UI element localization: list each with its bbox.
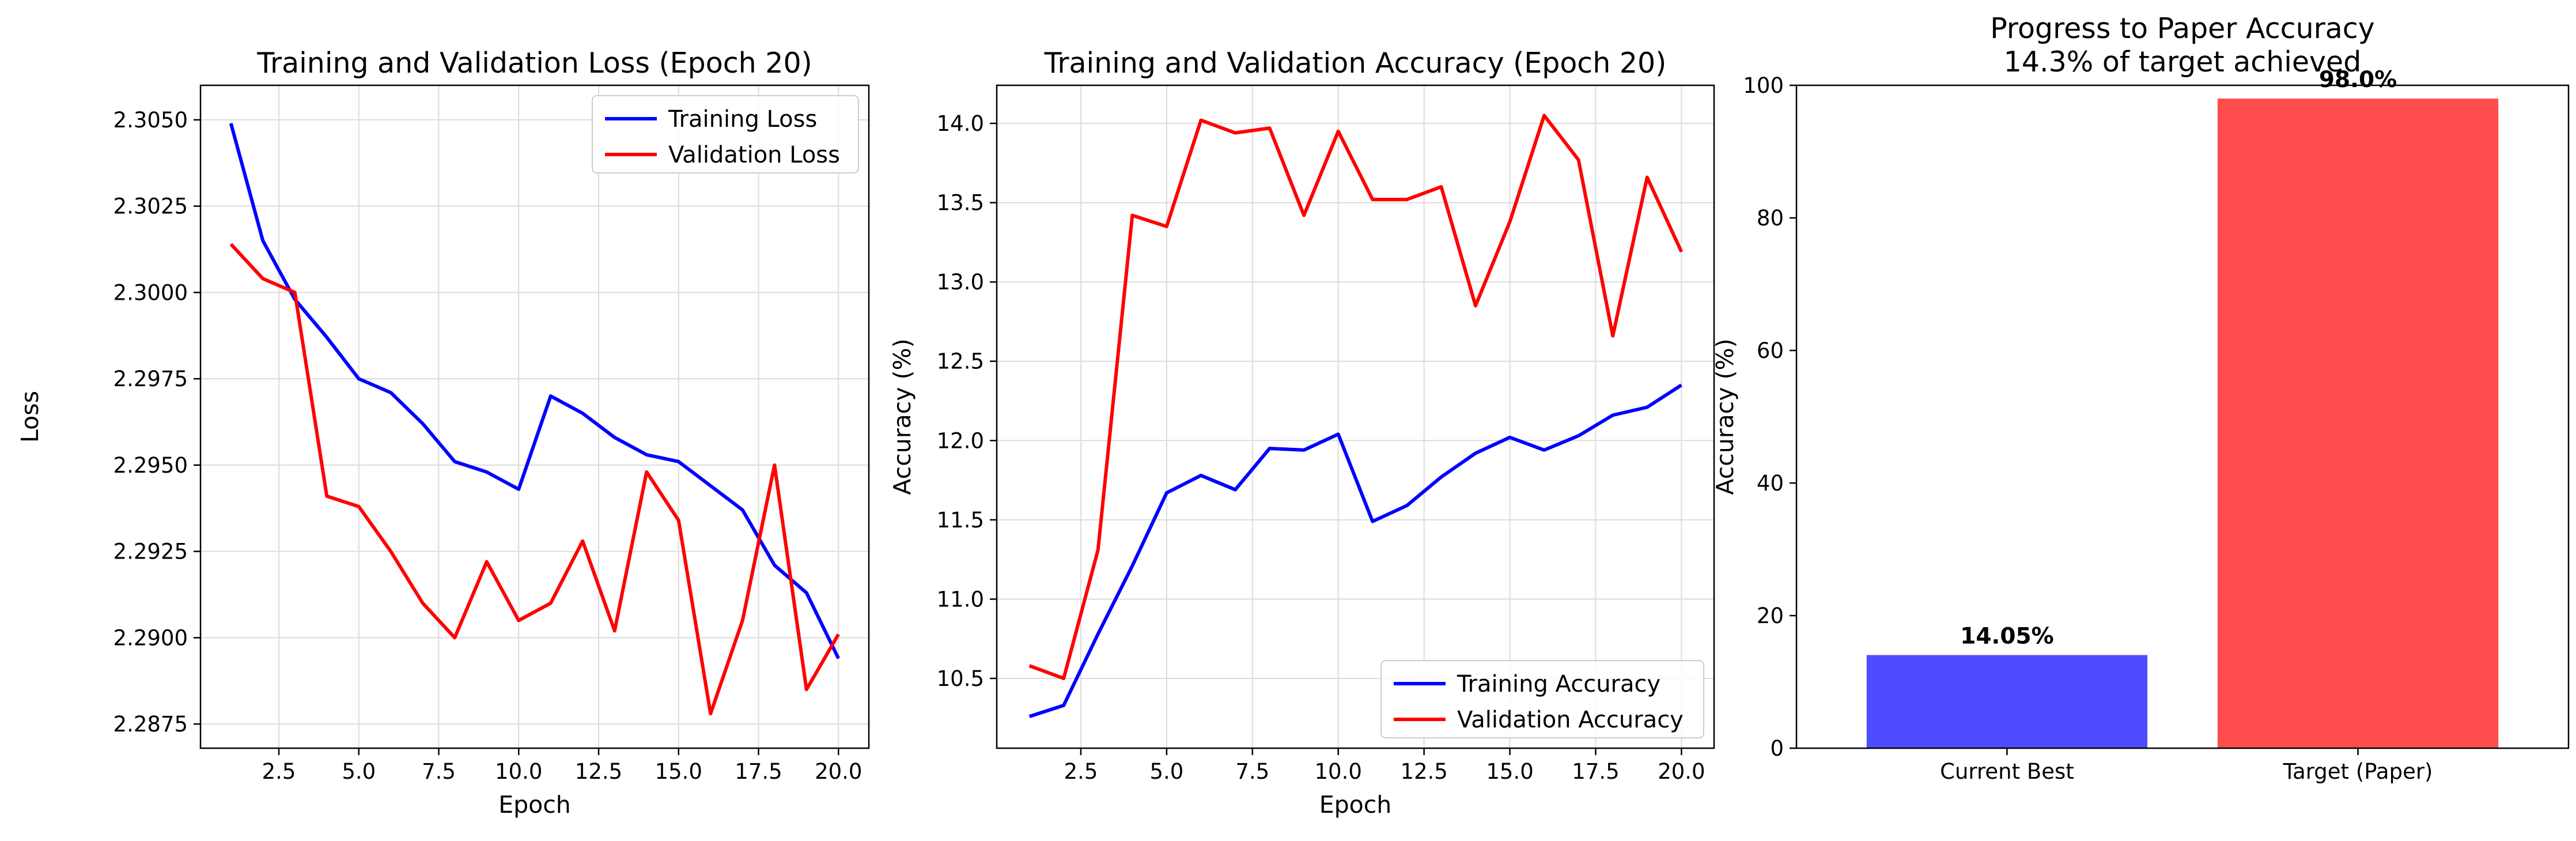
x-tick-label: 15.0 [1486, 759, 1533, 784]
y-tick-label: 2.2975 [114, 367, 188, 391]
y-tick-label: 0 [1770, 736, 1784, 761]
y-tick-label: 14.0 [937, 111, 984, 136]
x-category-label: Target (Paper) [2283, 759, 2433, 784]
y-tick-label: 2.2875 [114, 712, 188, 737]
legend-label: Validation Loss [668, 142, 840, 168]
y-tick-label: 2.3050 [114, 108, 188, 133]
y-tick-label: 2.2900 [114, 625, 188, 650]
chart-subtitle: 14.3% of target achieved [2004, 46, 2362, 78]
y-tick-label: 2.3025 [114, 194, 188, 219]
data-label: 14.05% [1960, 623, 2053, 649]
x-tick-label: 7.5 [422, 759, 456, 784]
legend: Training Accuracy Validation Accuracy [1380, 660, 1704, 738]
legend-box [592, 95, 859, 174]
x-tick-label: 20.0 [1658, 759, 1705, 784]
x-category-label: Current Best [1940, 759, 2074, 784]
x-tick-label: 5.0 [1149, 759, 1183, 784]
legend-box [1380, 660, 1704, 738]
y-axis-label: Accuracy (%) [1711, 338, 1739, 495]
x-tick-label: 2.5 [262, 759, 296, 784]
bar-2 [2217, 99, 2499, 748]
y-tick-label: 12.5 [937, 349, 984, 374]
x-tick-label: 2.5 [1064, 759, 1098, 784]
x-tick-label: 5.0 [342, 759, 376, 784]
x-axis-label: Epoch [498, 791, 571, 819]
x-tick-label: 17.5 [1572, 759, 1619, 784]
bar-1 [1866, 655, 2148, 748]
y-tick-label: 2.2925 [114, 540, 188, 564]
x-tick-label: 12.5 [1400, 759, 1447, 784]
y-tick-label: 13.5 [937, 191, 984, 216]
chart-panel-2: 2.5 5.0 7.5 10.0 12.5 15.0 17.5 20.0 10.5 11.0 11.… [888, 47, 1715, 819]
series-line-1 [229, 123, 840, 659]
y-tick-label: 13.0 [937, 270, 984, 295]
x-tick-label: 15.0 [655, 759, 702, 784]
chart-title: Training and Validation Loss (Epoch 20) [256, 47, 812, 80]
x-tick-label: 17.5 [735, 759, 782, 784]
chart-title: Progress to Paper Accuracy [1990, 12, 2375, 45]
chart-panel-3: 0 20 40 60 80 100 Current Best Target (Paper) 14… [1711, 12, 2570, 784]
y-tick-label: 11.0 [937, 587, 984, 612]
x-tick-label: 12.5 [575, 759, 622, 784]
y-tick-label: 60 [1757, 338, 1784, 363]
y-tick-label: 40 [1757, 471, 1784, 496]
y-tick-label: 80 [1757, 206, 1784, 231]
x-axis-label: Epoch [1319, 791, 1392, 819]
chart-panel-1: 2.5 5.0 7.5 10.0 12.5 15.0 17.5 20.0 2.2875 2.290… [16, 47, 870, 819]
plot-frame [199, 84, 870, 749]
legend-label: Validation Accuracy [1457, 707, 1684, 733]
x-tick-label: 7.5 [1235, 759, 1269, 784]
plot-frame [996, 84, 1715, 749]
legend-label: Training Accuracy [1457, 671, 1660, 697]
x-tick-label: 10.0 [1315, 759, 1362, 784]
data-label: 98.0% [2319, 67, 2397, 93]
y-tick-label: 2.2950 [114, 453, 188, 478]
legend: Training Loss Validation Loss [592, 95, 859, 174]
y-tick-label: 20 [1757, 604, 1784, 628]
y-tick-label: 11.5 [937, 508, 984, 533]
x-tick-label: 10.0 [495, 759, 542, 784]
y-tick-label: 12.0 [937, 428, 984, 453]
y-tick-label: 10.5 [937, 666, 984, 691]
y-tick-label: 2.3000 [114, 280, 188, 305]
series-line-2 [229, 243, 840, 716]
y-tick-label: 100 [1743, 73, 1784, 98]
x-tick-label: 20.0 [815, 759, 862, 784]
series-line-2 [1028, 114, 1684, 680]
legend-label: Training Loss [668, 106, 817, 133]
chart-title: Training and Validation Accuracy (Epoch … [1044, 47, 1667, 80]
y-axis-label: Loss [16, 391, 44, 443]
y-axis-label: Accuracy (%) [888, 338, 916, 495]
series-line-1 [1028, 383, 1683, 718]
plot-frame [1795, 84, 2570, 749]
